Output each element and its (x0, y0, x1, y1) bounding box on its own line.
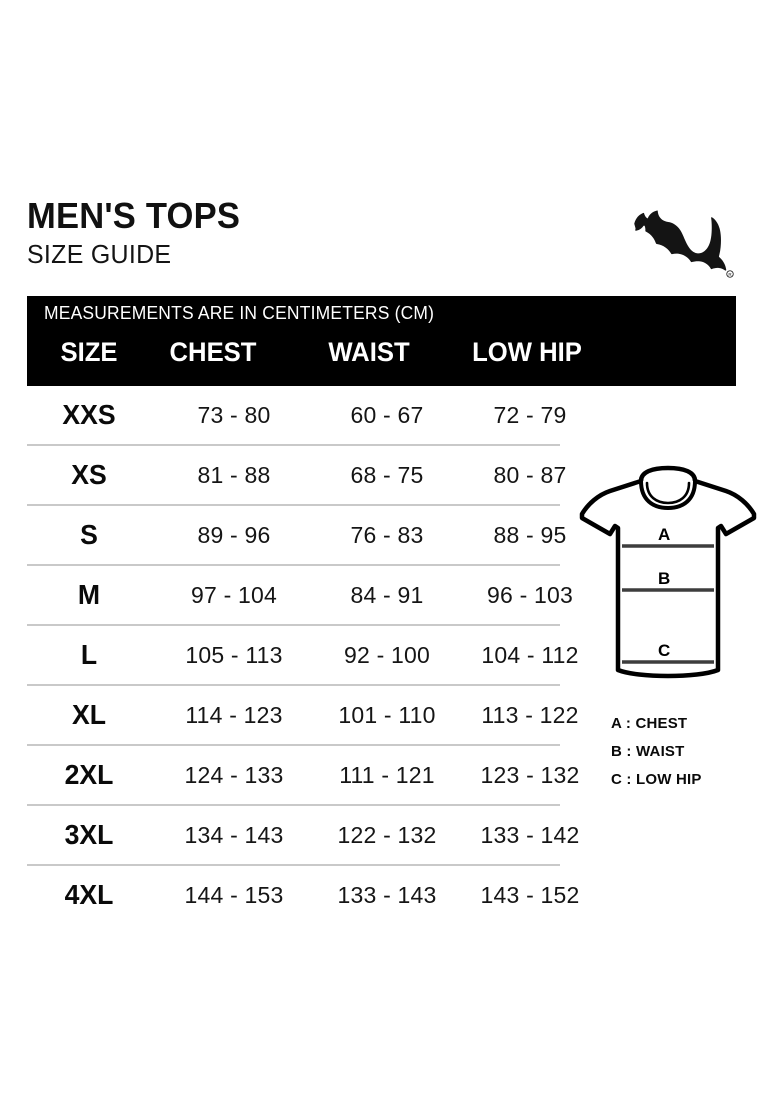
page-title: MEN'S TOPS (27, 195, 241, 236)
cell-size: 4XL (64, 879, 114, 910)
table-row: 2XL 124 - 133 111 - 121 123 - 132 (27, 746, 579, 806)
table-row: XXS 73 - 80 60 - 67 72 - 79 (27, 386, 566, 446)
cell-chest: 124 - 133 (184, 762, 284, 788)
legend-key-b: B (611, 743, 623, 760)
cell-low-hip: 133 - 142 (480, 822, 580, 848)
legend-item-waist: B : WAIST (611, 738, 761, 766)
cell-waist: 68 - 75 (350, 462, 424, 488)
table-row: S 89 - 96 76 - 83 88 - 95 (27, 506, 566, 566)
table-row: XL 114 - 123 101 - 110 113 - 122 (27, 686, 578, 746)
column-headers: SIZE CHEST WAIST LOW HIP (27, 332, 736, 382)
cell-size: S (80, 519, 98, 550)
cell-chest: 73 - 80 (197, 402, 271, 428)
cell-chest: 134 - 143 (184, 822, 284, 848)
cell-low-hip: 88 - 95 (493, 522, 567, 548)
column-header-low-hip: LOW HIP (472, 337, 582, 367)
cell-low-hip: 113 - 122 (481, 702, 579, 728)
cell-waist: 92 - 100 (344, 642, 430, 668)
legend-label-low-hip: LOW HIP (636, 771, 702, 788)
page-header: MEN'S TOPS SIZE GUIDE R (27, 196, 736, 286)
legend-item-chest: A : CHEST (611, 710, 761, 738)
legend-separator: : (626, 743, 632, 760)
column-header-waist: WAIST (328, 337, 410, 367)
cell-chest: 114 - 123 (185, 702, 283, 728)
legend-separator: : (625, 715, 632, 732)
cell-size: M (77, 579, 101, 610)
table-row: 4XL 144 - 153 133 - 143 143 - 152 (27, 866, 580, 924)
svg-text:R: R (728, 272, 732, 277)
table-header-band: MEASUREMENTS ARE IN CENTIMETERS (CM) SIZ… (27, 296, 736, 386)
cell-chest: 81 - 88 (197, 462, 271, 488)
cell-waist: 111 - 121 (339, 762, 435, 788)
legend-key-a: A (611, 715, 622, 732)
cell-size: XXS (62, 399, 116, 430)
legend-separator: : (626, 771, 632, 788)
cell-low-hip: 143 - 152 (480, 882, 580, 908)
cell-waist: 76 - 83 (350, 522, 424, 548)
table-row: M 97 - 104 84 - 91 96 - 103 (27, 566, 573, 626)
table-row: XS 81 - 88 68 - 75 80 - 87 (27, 446, 566, 506)
cell-size: L (80, 639, 98, 670)
cell-waist: 122 - 132 (337, 822, 437, 848)
cell-chest: 97 - 104 (191, 582, 277, 608)
measurement-unit-note: MEASUREMENTS ARE IN CENTIMETERS (CM) (44, 303, 435, 323)
diagram-marker-b: B (658, 569, 670, 588)
cell-chest: 105 - 113 (185, 642, 283, 668)
tshirt-diagram-icon: A B C (578, 462, 758, 702)
legend-item-low-hip: C : LOW HIP (611, 766, 761, 794)
cell-chest: 144 - 153 (184, 882, 284, 908)
legend-label-waist: WAIST (636, 743, 685, 760)
registered-mark: R (726, 270, 734, 278)
table-row: 3XL 134 - 143 122 - 132 133 - 142 (27, 806, 579, 866)
legend-key-c: C (611, 771, 623, 788)
puma-logo-icon: R (604, 202, 736, 280)
cell-low-hip: 72 - 79 (493, 402, 567, 428)
cell-size: 3XL (64, 819, 114, 850)
cell-chest: 89 - 96 (197, 522, 271, 548)
diagram-marker-a: A (658, 525, 670, 544)
cell-low-hip: 80 - 87 (493, 462, 567, 488)
table-row: L 105 - 113 92 - 100 104 - 112 (27, 626, 578, 686)
page-subtitle: SIZE GUIDE (27, 239, 172, 269)
cell-size: XS (71, 459, 107, 490)
cell-size: XL (72, 699, 106, 730)
cell-waist: 84 - 91 (350, 582, 424, 608)
cell-low-hip: 123 - 132 (480, 762, 580, 788)
cell-waist: 133 - 143 (337, 882, 437, 908)
diagram-marker-c: C (658, 641, 670, 660)
diagram-legend: A : CHEST B : WAIST C : LOW HIP (611, 710, 761, 794)
cell-size: 2XL (64, 759, 114, 790)
legend-label-chest: CHEST (635, 715, 688, 732)
cell-low-hip: 96 - 103 (487, 582, 573, 608)
cell-low-hip: 104 - 112 (481, 642, 579, 668)
cell-waist: 101 - 110 (338, 702, 436, 728)
title-block: MEN'S TOPS SIZE GUIDE (27, 196, 249, 270)
cell-waist: 60 - 67 (350, 402, 424, 428)
column-header-chest: CHEST (169, 337, 257, 367)
size-table: XXS 73 - 80 60 - 67 72 - 79 XS 81 - 88 6… (27, 386, 580, 924)
column-header-size: SIZE (60, 337, 118, 367)
